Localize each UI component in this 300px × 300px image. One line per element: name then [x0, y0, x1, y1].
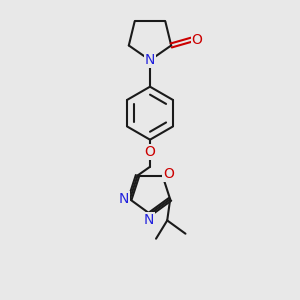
Text: O: O	[192, 33, 203, 46]
Text: N: N	[143, 213, 154, 227]
Text: N: N	[145, 53, 155, 67]
Text: N: N	[118, 192, 128, 206]
Text: O: O	[145, 145, 155, 159]
Text: O: O	[164, 167, 174, 181]
